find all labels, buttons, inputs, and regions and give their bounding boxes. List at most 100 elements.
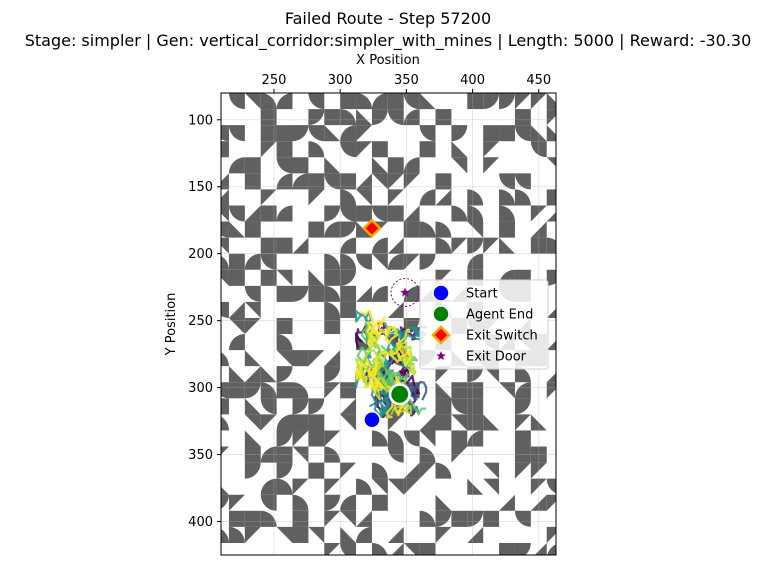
wall-tile bbox=[483, 141, 500, 158]
wall-tile bbox=[563, 141, 579, 157]
wall-tile bbox=[403, 221, 420, 238]
wall-tile bbox=[563, 125, 579, 141]
wall-tile bbox=[276, 462, 293, 479]
wall-tile bbox=[371, 494, 388, 511]
wall-tile bbox=[340, 285, 357, 302]
x-tick-label: 300 bbox=[328, 73, 353, 88]
wall-tile bbox=[356, 109, 372, 126]
wall-tile bbox=[546, 382, 556, 399]
wall-tile bbox=[308, 414, 325, 431]
marker-start bbox=[363, 410, 381, 429]
wall-tile bbox=[276, 382, 293, 399]
wall-tile bbox=[228, 526, 245, 543]
wall-tile bbox=[228, 253, 245, 270]
wall-tile bbox=[308, 285, 325, 302]
wall-tile bbox=[546, 212, 556, 222]
wall-tile bbox=[499, 189, 515, 206]
wall-tile bbox=[563, 238, 579, 254]
wall-tile bbox=[260, 398, 277, 415]
wall-tile bbox=[228, 93, 245, 110]
wall-tile bbox=[514, 446, 531, 463]
wall-tile bbox=[514, 189, 531, 206]
wall-tile bbox=[340, 253, 357, 270]
x-tick-label: 350 bbox=[394, 73, 419, 88]
wall-tile bbox=[292, 382, 309, 399]
wall-tile bbox=[499, 205, 515, 222]
wall-tile bbox=[308, 350, 325, 367]
wall-tile bbox=[499, 125, 515, 142]
wall-tile bbox=[467, 414, 484, 431]
wall-tile bbox=[483, 478, 500, 495]
wall-tile bbox=[419, 93, 436, 110]
wall-tile bbox=[435, 494, 452, 511]
wall-tile bbox=[228, 157, 245, 174]
wall-tile bbox=[435, 462, 452, 479]
wall-tile bbox=[467, 430, 484, 447]
wall-tile bbox=[563, 479, 579, 495]
wall-tile bbox=[546, 125, 556, 142]
x-ticks: 250 300 350 400 450 bbox=[262, 73, 551, 93]
wall-tile bbox=[563, 318, 579, 334]
trajectory-segment bbox=[391, 374, 421, 417]
y-axis-label: Y Position bbox=[164, 293, 179, 357]
wall-tile bbox=[403, 109, 420, 126]
wall-tile bbox=[467, 189, 484, 206]
wall-tile bbox=[324, 221, 341, 238]
wall-tile bbox=[276, 526, 293, 543]
wall-tile bbox=[563, 350, 579, 366]
wall-tile bbox=[467, 93, 484, 110]
wall-tile bbox=[260, 269, 277, 286]
wall-tile bbox=[436, 559, 452, 565]
trajectory-segment bbox=[370, 356, 386, 389]
wall-tile bbox=[530, 141, 547, 158]
wall-tile bbox=[292, 285, 309, 302]
trajectory-segment bbox=[390, 326, 424, 339]
wall-tile bbox=[260, 205, 277, 222]
wall-tile bbox=[244, 398, 261, 415]
wall-tile bbox=[356, 93, 372, 110]
wall-tile bbox=[371, 430, 388, 447]
wall-tile bbox=[221, 398, 229, 415]
wall-tile bbox=[403, 478, 420, 495]
wall-tile bbox=[244, 317, 261, 335]
agent-trajectory bbox=[355, 310, 428, 419]
wall-tile bbox=[403, 157, 420, 174]
wall-tile bbox=[388, 559, 404, 565]
wall-tile bbox=[340, 269, 357, 286]
wall-tile bbox=[308, 559, 324, 565]
y-tick-label: 300 bbox=[188, 381, 213, 396]
wall-tile bbox=[244, 93, 261, 110]
wall-tile bbox=[340, 494, 357, 511]
wall-tile bbox=[276, 269, 293, 286]
wall-tile bbox=[515, 559, 531, 565]
wall-tile bbox=[276, 430, 293, 447]
wall-tile bbox=[371, 478, 388, 495]
trajectory-segment bbox=[395, 341, 413, 365]
wall-tile bbox=[221, 221, 229, 238]
trajectory-segment bbox=[366, 332, 387, 368]
wall-tile bbox=[530, 462, 547, 479]
wall-tile bbox=[260, 237, 277, 254]
wall-tile bbox=[387, 446, 404, 463]
wall-tile bbox=[221, 255, 229, 270]
wall-tile bbox=[324, 478, 341, 495]
wall-tile bbox=[403, 93, 420, 110]
y-tick-label: 350 bbox=[188, 448, 213, 463]
wall-tile bbox=[387, 157, 404, 174]
wall-tile bbox=[221, 173, 229, 190]
wall-tile bbox=[260, 414, 277, 431]
wall-tile bbox=[435, 237, 452, 254]
wall-tile bbox=[228, 205, 245, 222]
wall-tile bbox=[499, 93, 515, 110]
wall-tile bbox=[546, 237, 556, 254]
wall-tile bbox=[228, 301, 245, 318]
wall-tile bbox=[403, 542, 420, 555]
wall-tile bbox=[276, 157, 293, 174]
wall-tile bbox=[530, 93, 547, 110]
legend: Start Agent End Exit Switch Exit Door bbox=[419, 279, 549, 370]
exit-door-radius bbox=[390, 278, 420, 308]
wall-tile bbox=[324, 157, 341, 174]
wall-tile bbox=[292, 157, 309, 174]
wall-tile bbox=[563, 511, 579, 527]
wall-tile bbox=[371, 157, 388, 174]
